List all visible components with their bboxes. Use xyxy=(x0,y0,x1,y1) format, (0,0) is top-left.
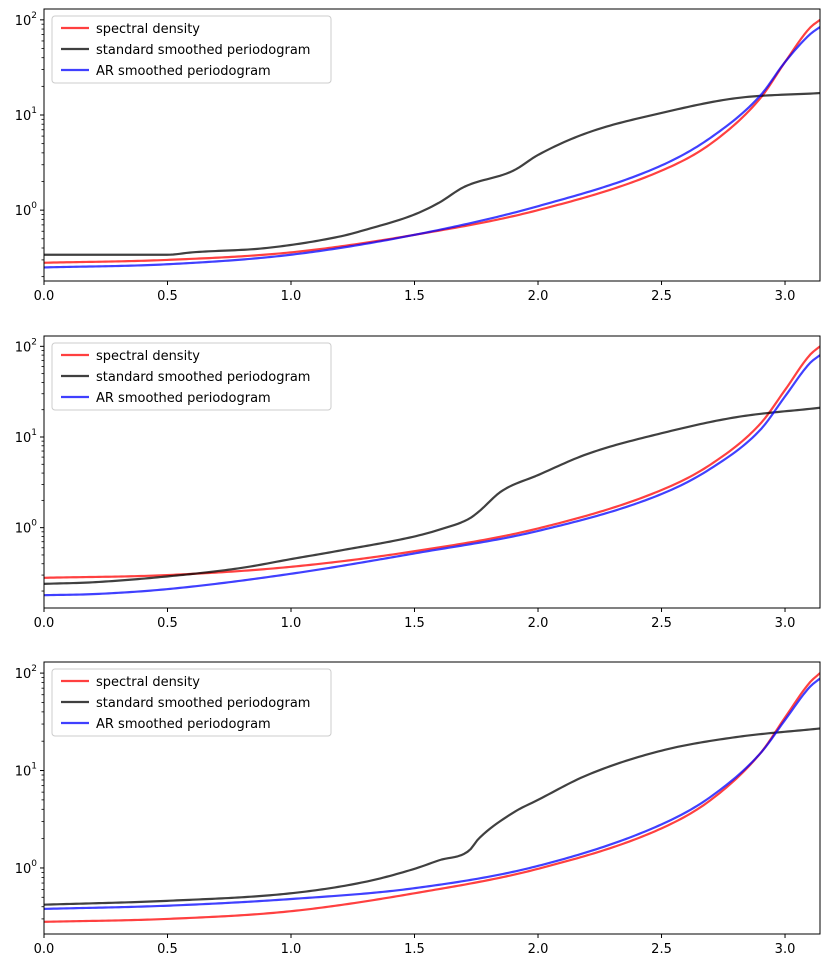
x-tick-label: 3.0 xyxy=(775,289,796,304)
x-tick-label: 1.5 xyxy=(404,616,425,631)
y-tick-base: 10 xyxy=(15,765,32,780)
y-tick-base: 10 xyxy=(15,667,32,682)
series-line-3 xyxy=(44,354,820,597)
y-tick-exponent: 1 xyxy=(31,428,37,438)
y-tick-label: 100 xyxy=(15,201,38,219)
y-tick-base: 10 xyxy=(15,431,32,446)
x-tick-label: 0.5 xyxy=(157,616,178,631)
x-tick-label: 1.0 xyxy=(281,289,302,304)
series-group xyxy=(44,672,820,923)
legend-box xyxy=(51,342,332,411)
y-tick-exponent: 0 xyxy=(31,859,37,869)
x-tick-label: 2.0 xyxy=(528,616,549,631)
series-line-1 xyxy=(44,672,820,923)
axes-frame xyxy=(43,661,821,935)
x-tick-label: 1.5 xyxy=(404,289,425,304)
x-tick-label: 2.0 xyxy=(528,942,549,957)
x-tick-label: 2.5 xyxy=(651,942,672,957)
y-tick-label: 101 xyxy=(15,762,37,780)
legend-label: AR smoothed periodogram xyxy=(96,717,271,732)
y-tick-label: 101 xyxy=(15,106,37,124)
y-tick-base: 10 xyxy=(15,340,32,355)
y-tick-label: 102 xyxy=(15,11,37,29)
y-tick-base: 10 xyxy=(15,14,32,29)
legend-label: spectral density xyxy=(96,349,200,364)
legend: spectral density standard smoothed period… xyxy=(51,15,332,84)
legend-label: standard smoothed periodogram xyxy=(96,43,310,58)
x-tick-label: 0.5 xyxy=(157,289,178,304)
legend-label: standard smoothed periodogram xyxy=(96,370,310,385)
axes-frame xyxy=(43,335,821,609)
y-tick-exponent: 0 xyxy=(31,201,37,211)
y-tick-label: 102 xyxy=(15,337,37,355)
axes-frame xyxy=(43,8,821,282)
legend-box xyxy=(51,668,332,737)
y-tick-base: 10 xyxy=(15,522,32,537)
legend-label: AR smoothed periodogram xyxy=(96,64,271,79)
x-tick-label: 2.5 xyxy=(651,616,672,631)
series-group xyxy=(44,18,820,269)
y-tick-base: 10 xyxy=(15,862,32,877)
y-tick-label: 100 xyxy=(15,859,38,877)
legend-label: spectral density xyxy=(96,675,200,690)
y-tick-label: 101 xyxy=(15,428,37,446)
legend: spectral density standard smoothed period… xyxy=(51,668,332,737)
y-tick-base: 10 xyxy=(15,204,32,219)
legend: spectral density standard smoothed period… xyxy=(51,342,332,411)
x-tick-label: 1.0 xyxy=(281,942,302,957)
y-tick-exponent: 1 xyxy=(31,762,37,772)
x-tick-label: 3.0 xyxy=(775,616,796,631)
y-tick-label: 100 xyxy=(15,519,38,537)
y-tick-label: 102 xyxy=(15,664,37,682)
x-tick-label: 1.5 xyxy=(404,942,425,957)
series-line-2 xyxy=(44,406,820,585)
y-tick-exponent: 0 xyxy=(31,519,37,529)
legend-label: AR smoothed periodogram xyxy=(96,391,271,406)
y-tick-exponent: 1 xyxy=(31,106,37,116)
series-line-3 xyxy=(44,26,820,269)
legend-label: spectral density xyxy=(96,22,200,37)
y-tick-base: 10 xyxy=(15,109,32,124)
x-tick-label: 2.5 xyxy=(651,289,672,304)
series-line-2 xyxy=(44,727,820,906)
x-tick-label: 0.0 xyxy=(34,942,55,957)
y-tick-exponent: 2 xyxy=(31,11,37,21)
x-tick-label: 1.0 xyxy=(281,616,302,631)
y-tick-exponent: 2 xyxy=(31,337,37,347)
series-line-3 xyxy=(44,677,820,911)
series-line-2 xyxy=(44,91,820,256)
legend-box xyxy=(51,15,332,84)
y-tick-exponent: 2 xyxy=(31,664,37,674)
x-tick-label: 0.0 xyxy=(34,289,55,304)
x-tick-label: 0.0 xyxy=(34,616,55,631)
x-tick-label: 2.0 xyxy=(528,289,549,304)
legend-label: standard smoothed periodogram xyxy=(96,696,310,711)
series-group xyxy=(44,345,820,597)
x-tick-label: 3.0 xyxy=(775,942,796,957)
x-tick-label: 0.5 xyxy=(157,942,178,957)
